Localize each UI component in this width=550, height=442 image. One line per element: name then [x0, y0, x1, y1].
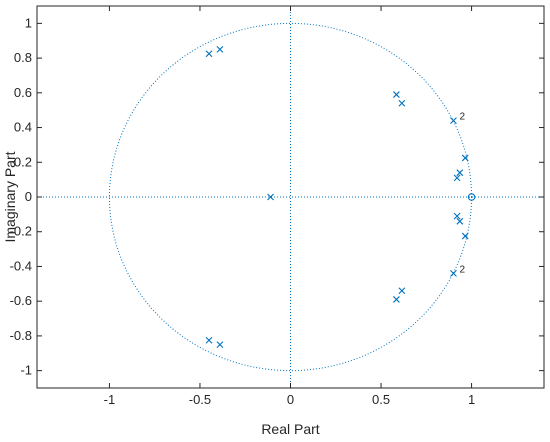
x-tick-label: 0.5	[372, 392, 390, 407]
pole-marker-stroke	[450, 270, 457, 277]
pole-marker-stroke	[216, 46, 224, 53]
pole-marker	[216, 341, 224, 348]
pole-marker-stroke	[398, 287, 406, 295]
pole-marker-stroke	[456, 169, 464, 177]
data-marks: 22	[205, 46, 476, 348]
x-tick-label: -1	[104, 392, 116, 407]
pole-marker-stroke	[450, 117, 457, 124]
y-tick-label: 0.2	[14, 154, 32, 169]
pole-marker-stroke	[216, 341, 224, 348]
zero-marker	[467, 193, 476, 201]
pole-marker-stroke	[393, 296, 400, 303]
pole-marker	[398, 287, 406, 295]
pole-marker	[450, 117, 457, 124]
pole-marker	[205, 50, 213, 58]
y-tick-label: 1	[25, 15, 32, 30]
pole-marker	[453, 212, 461, 220]
pole-marker	[398, 99, 406, 107]
pole-marker-stroke	[461, 154, 469, 162]
pole-marker-stroke	[205, 50, 213, 58]
pole-marker-stroke	[398, 99, 406, 107]
plot-area	[37, 6, 544, 388]
x-tick-label: -0.5	[189, 392, 211, 407]
y-tick-label: 0.8	[14, 50, 32, 65]
pole-marker-stroke	[461, 232, 469, 240]
y-tick-label: -0.4	[10, 258, 32, 273]
pole-marker-stroke	[205, 336, 213, 344]
pole-marker	[216, 46, 224, 53]
pole-marker	[461, 232, 469, 240]
pole-marker	[453, 174, 461, 182]
pole-marker-stroke	[453, 212, 461, 220]
unit-circle	[108, 22, 473, 372]
y-tick-label: 0.4	[14, 120, 32, 135]
axes-box	[36, 5, 545, 389]
multiplicity-label: 2	[459, 264, 465, 275]
pole-marker-stroke	[393, 91, 400, 98]
pole-marker	[450, 270, 457, 277]
pole-marker-stroke	[267, 193, 274, 201]
y-tick-label: -1	[20, 363, 32, 378]
multiplicity-label: 2	[459, 112, 465, 123]
y-tick-label: 0	[25, 189, 32, 204]
x-tick-label: 1	[468, 392, 475, 407]
y-tick-label: -0.6	[10, 293, 32, 308]
pole-marker-stroke	[456, 217, 464, 225]
x-axis-label: Real Part	[261, 421, 319, 437]
y-tick-label: -0.2	[10, 224, 32, 239]
pole-marker-stroke	[453, 174, 461, 182]
y-axis-label: Imaginary Part	[2, 151, 18, 242]
pole-marker	[456, 217, 464, 225]
pole-marker	[393, 91, 400, 98]
pole-marker	[205, 336, 213, 344]
y-tick-label: 0.6	[14, 85, 32, 100]
pole-marker	[393, 296, 400, 303]
x-tick-label: 0	[287, 392, 294, 407]
pole-marker	[267, 193, 274, 201]
axes-ticks: -1 -0.5 0 0.5 1 1 0.8 0.6 0.4 0.2 0 -0.2 -0.4 -0.6 -0.…	[10, 6, 544, 407]
pole-marker	[461, 154, 469, 162]
pole-marker	[456, 169, 464, 177]
y-tick-label: -0.8	[10, 328, 32, 343]
